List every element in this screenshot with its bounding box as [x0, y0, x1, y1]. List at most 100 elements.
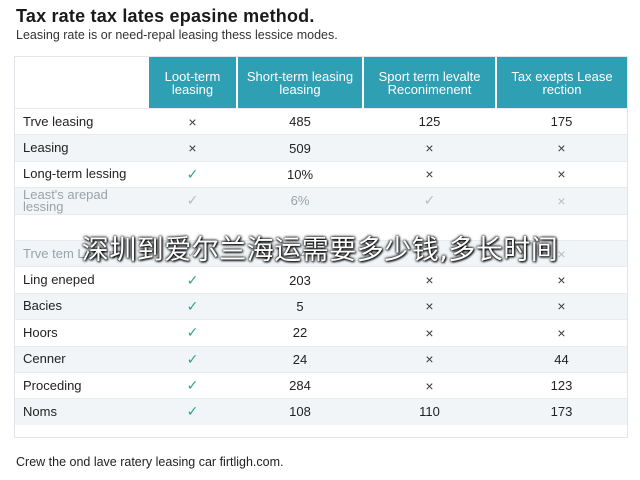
table-cell: ✓	[363, 187, 496, 215]
table-cell: 24	[237, 345, 363, 373]
check-icon: ✓	[186, 271, 199, 288]
table-row: Trve leasing × 485 125 175	[15, 107, 627, 135]
column-header: Loot-term leasing	[148, 57, 238, 109]
cross-icon: ×	[557, 272, 566, 289]
cross-icon: ×	[425, 324, 434, 341]
overlay-caption: 深圳到爱尔兰海运需要多少钱,多长时间	[81, 235, 559, 266]
table-cell	[496, 213, 627, 241]
cross-icon: ×	[557, 324, 566, 341]
column-header: Short-term leasing leasing	[237, 57, 364, 109]
table-cell: 108	[237, 398, 363, 425]
page-subtitle: Leasing rate is or need-repal leasing th…	[16, 28, 338, 42]
table-cell: 125	[363, 107, 496, 135]
table-cell: 203	[237, 266, 363, 294]
row-label: Cenner	[15, 345, 148, 373]
table-cell: ×	[363, 160, 496, 188]
row-label: Least's arepad lessing	[15, 187, 148, 215]
table-cell: 14	[237, 239, 363, 267]
table-row: Trve tem Leasing ✓ 14 × ×	[15, 239, 627, 267]
table-header-row: Loot-term leasing Short-term leasing leas…	[15, 57, 627, 109]
check-icon: ✓	[186, 324, 199, 341]
table-cell: ✓	[148, 319, 237, 347]
table-cell: 173	[496, 398, 627, 425]
table-cell: 22	[237, 319, 363, 347]
row-label: Noms	[15, 398, 148, 425]
table-row: Hoors ✓ 22 × ×	[15, 319, 627, 347]
cross-icon: ×	[188, 140, 197, 157]
table-cell: ×	[496, 134, 627, 162]
table-cell: ×	[496, 239, 627, 267]
table-row: Bacies ✓ 5 × ×	[15, 292, 627, 320]
table-body: Trve leasing × 485 125 175 Leasing × 509 × × Long-…	[15, 107, 627, 425]
row-label: Trve leasing	[15, 107, 148, 135]
check-icon: ✓	[186, 297, 199, 314]
cross-icon: ×	[557, 140, 566, 157]
table-cell: 485	[237, 107, 363, 135]
table-row: Noms ✓ 108 110 173	[15, 398, 627, 425]
check-icon: ✓	[186, 245, 199, 262]
row-label: Proceding	[15, 371, 148, 399]
comparison-table: Loot-term leasing Short-term leasing leas…	[15, 57, 627, 425]
cross-icon: ×	[557, 166, 566, 183]
check-icon: ✓	[186, 165, 199, 182]
column-header: Sport term levalte Reconimenent	[363, 57, 497, 109]
table-cell: ×	[363, 292, 496, 320]
check-icon: ✓	[186, 350, 199, 367]
table-row: Leasing × 509 × ×	[15, 134, 627, 162]
table-cell: ×	[496, 319, 627, 347]
table-cell: 5	[237, 292, 363, 320]
table-cell: 44	[496, 345, 627, 373]
table-cell	[363, 213, 496, 241]
cross-icon: ×	[425, 298, 434, 315]
row-label: Leasing	[15, 134, 148, 162]
row-label	[15, 213, 148, 241]
cross-icon: ×	[425, 377, 434, 394]
table-cell: ✓	[148, 266, 237, 294]
page-title: Tax rate tax lates epasine method.	[16, 6, 315, 26]
table-cell: ×	[363, 266, 496, 294]
table-row: Least's arepad lessing ✓ 6% ✓ ×	[15, 187, 627, 215]
table-cell: ✓	[148, 292, 237, 320]
cross-icon: ×	[557, 298, 566, 315]
check-icon: ✓	[186, 377, 199, 394]
row-label: Hoors	[15, 319, 148, 347]
table-cell: ×	[363, 371, 496, 399]
table-cell	[237, 213, 363, 241]
table-cell: ✓	[148, 371, 237, 399]
table-cell: 6%	[237, 187, 363, 215]
table-cell: ×	[363, 345, 496, 373]
table-cell: ✓	[148, 160, 237, 188]
cross-icon: ×	[425, 272, 434, 289]
comparison-table-container: Loot-term leasing Short-term leasing leas…	[14, 56, 628, 438]
row-label: Ling eneped	[15, 266, 148, 294]
check-icon: ✓	[186, 403, 199, 420]
column-header: Tax exepts Lease rection	[496, 57, 627, 109]
table-cell: ×	[363, 319, 496, 347]
table-row: Long-term lessing ✓ 10% × ×	[15, 160, 627, 188]
cross-icon: ×	[425, 140, 434, 157]
cross-icon: ×	[425, 166, 434, 183]
table-cell: 509	[237, 134, 363, 162]
row-label: Trve tem Leasing	[15, 239, 148, 267]
cross-icon: ×	[557, 192, 566, 209]
table-cell	[148, 213, 237, 241]
check-icon: ✓	[186, 192, 199, 209]
table-cell: 123	[496, 371, 627, 399]
table-cell: ×	[496, 292, 627, 320]
cross-icon: ×	[425, 245, 434, 262]
footer-note: Crew the ond lave ratery leasing car fir…	[16, 455, 284, 469]
cross-icon: ×	[425, 351, 434, 368]
table-cell: ×	[148, 107, 237, 135]
table-cell: 284	[237, 371, 363, 399]
table-cell: ×	[363, 134, 496, 162]
check-icon: ✓	[423, 192, 436, 209]
cross-icon: ×	[188, 113, 197, 130]
column-header-blank	[15, 57, 149, 109]
table-row	[15, 213, 627, 241]
table-cell: ✓	[148, 187, 237, 215]
table-row: Ling eneped ✓ 203 × ×	[15, 266, 627, 294]
cross-icon: ×	[557, 245, 566, 262]
table-cell: ✓	[148, 239, 237, 267]
table-cell: 10%	[237, 160, 363, 188]
table-cell: 110	[363, 398, 496, 425]
